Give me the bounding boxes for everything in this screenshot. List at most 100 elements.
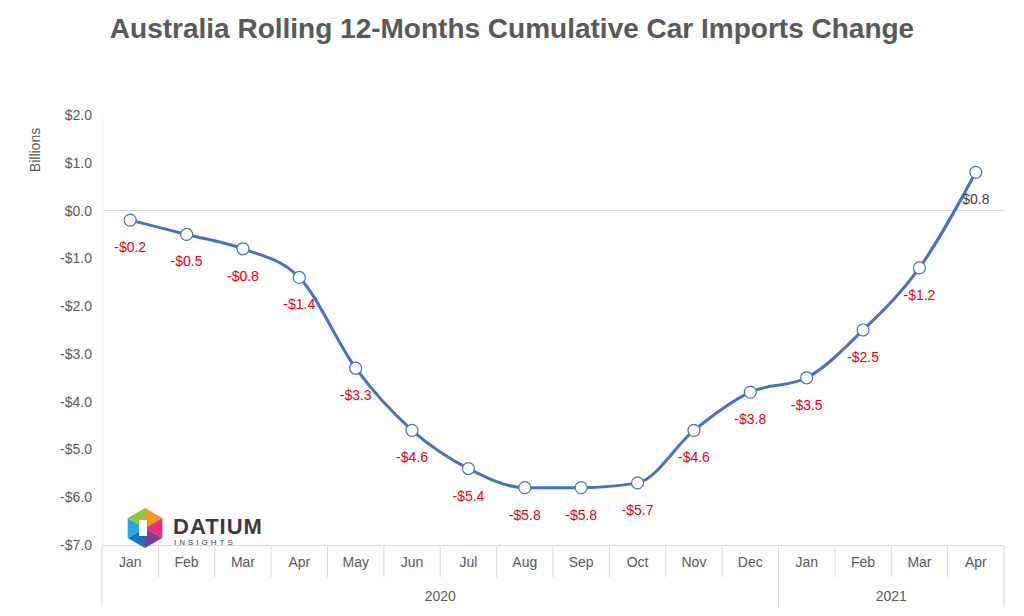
y-axis: $2.0 $1.0 $0.0 -$1.0 -$2.0 -$3.0 -$4.0 -$5.0 -$6… [60, 107, 102, 553]
x-tick-label: Jun [401, 554, 424, 570]
point-marker [744, 386, 756, 398]
y-tick: $2.0 [65, 107, 102, 123]
group-separator [1004, 545, 1005, 607]
x-tick: Mar [231, 545, 255, 570]
data-label: -$4.6 [678, 449, 710, 465]
zero-line [102, 210, 1004, 211]
y-tick: -$7.0 [60, 537, 102, 553]
data-label: -$3.5 [791, 397, 823, 413]
category-separator [271, 545, 272, 577]
y-tick: $0.0 [65, 203, 102, 219]
x-tick-label: Apr [965, 554, 987, 570]
data-label: -$3.3 [340, 387, 372, 403]
category-separator [722, 545, 723, 577]
x-tick: Sep [569, 545, 594, 570]
data-label: -$2.5 [847, 349, 879, 365]
point-marker [575, 482, 587, 494]
y-tick: $1.0 [65, 155, 102, 171]
data-label: -$5.8 [565, 507, 597, 523]
category-separator [891, 545, 892, 577]
point-marker [350, 362, 362, 374]
y-tick-label: $1.0 [65, 155, 92, 171]
category-separator [947, 545, 948, 577]
category-separator [383, 545, 384, 577]
x-tick: Jul [459, 545, 477, 570]
x-tick-label: Oct [627, 554, 649, 570]
plot-area [124, 166, 982, 493]
point-marker [970, 166, 982, 178]
category-separator [665, 545, 666, 577]
y-tick-label: -$5.0 [60, 441, 92, 457]
point-marker [801, 372, 813, 384]
data-label: -$5.4 [452, 488, 484, 504]
point-marker [293, 271, 305, 283]
y-axis-line [102, 116, 103, 546]
point-marker [913, 262, 925, 274]
data-labels: -$0.2 -$0.5 -$0.8 -$1.4 -$3.3 -$4.6 -$5.4 -$5.8… [114, 191, 989, 522]
point-marker [519, 482, 531, 494]
x-tick: Jun [401, 545, 424, 570]
x-tick-label: Apr [288, 554, 310, 570]
y-tick-label: -$4.0 [60, 394, 92, 410]
y-tick: -$1.0 [60, 250, 102, 266]
category-separator [834, 545, 835, 577]
x-tick-label: Feb [851, 554, 875, 570]
logo-text: DATIUM [173, 514, 263, 539]
y-tick: -$6.0 [60, 489, 102, 505]
x-tick: Aug [512, 545, 537, 570]
point-marker [857, 324, 869, 336]
category-separators [102, 545, 1004, 607]
group-label: 2021 [876, 588, 907, 604]
x-tick: Mar [907, 545, 931, 570]
title: Australia Rolling 12-Months Cumulative C… [110, 13, 914, 44]
y-tick-label: $0.0 [65, 203, 92, 219]
x-tick-label: Feb [175, 554, 199, 570]
category-separator [553, 545, 554, 577]
category-separator [214, 545, 215, 577]
data-label: -$1.4 [283, 296, 315, 312]
point-marker [688, 424, 700, 436]
category-separator [496, 545, 497, 577]
data-label: $0.8 [962, 191, 989, 207]
x-tick-label: Mar [907, 554, 931, 570]
data-label: -$0.5 [171, 253, 203, 269]
y-tick-label: -$3.0 [60, 346, 92, 362]
y-tick: -$2.0 [60, 298, 102, 314]
x-tick: Oct [627, 545, 649, 570]
logo: DATIUMINSIGHTS [128, 508, 263, 548]
x-tick: Jan [119, 545, 142, 570]
x-tick-label: Nov [681, 554, 706, 570]
group-label: 2020 [425, 588, 456, 604]
category-separator [327, 545, 328, 577]
point-marker [237, 243, 249, 255]
x-tick: May [342, 545, 368, 570]
grid [102, 210, 1004, 211]
y-tick-label: -$1.0 [60, 250, 92, 266]
x-tick-label: May [342, 554, 368, 570]
category-separator [158, 545, 159, 577]
x-tick: Apr [965, 545, 987, 570]
point-marker [181, 228, 193, 240]
data-label: -$0.8 [227, 268, 259, 284]
y-tick-label: -$7.0 [60, 537, 92, 553]
y-tick: -$5.0 [60, 441, 102, 457]
x-tick: Apr [288, 545, 310, 570]
x-tick: Jan [795, 545, 818, 570]
logo-subtext: INSIGHTS [174, 538, 236, 547]
logo-icon [145, 528, 162, 548]
data-label: -$5.7 [622, 502, 654, 518]
title-line: Australia Rolling 12-Months Cumulative C… [110, 13, 914, 44]
data-label: -$5.8 [509, 507, 541, 523]
group-separator [102, 545, 103, 607]
data-label: -$0.2 [114, 239, 146, 255]
data-label: -$3.8 [734, 411, 766, 427]
category-separator [609, 545, 610, 577]
y-tick-label: $2.0 [65, 107, 92, 123]
series-line [130, 172, 976, 487]
category-separator [440, 545, 441, 577]
point-marker [462, 463, 474, 475]
y-tick: -$4.0 [60, 394, 102, 410]
point-marker [124, 214, 136, 226]
x-tick-label: Aug [512, 554, 537, 570]
chart: Australia Rolling 12-Months Cumulative C… [0, 0, 1024, 616]
